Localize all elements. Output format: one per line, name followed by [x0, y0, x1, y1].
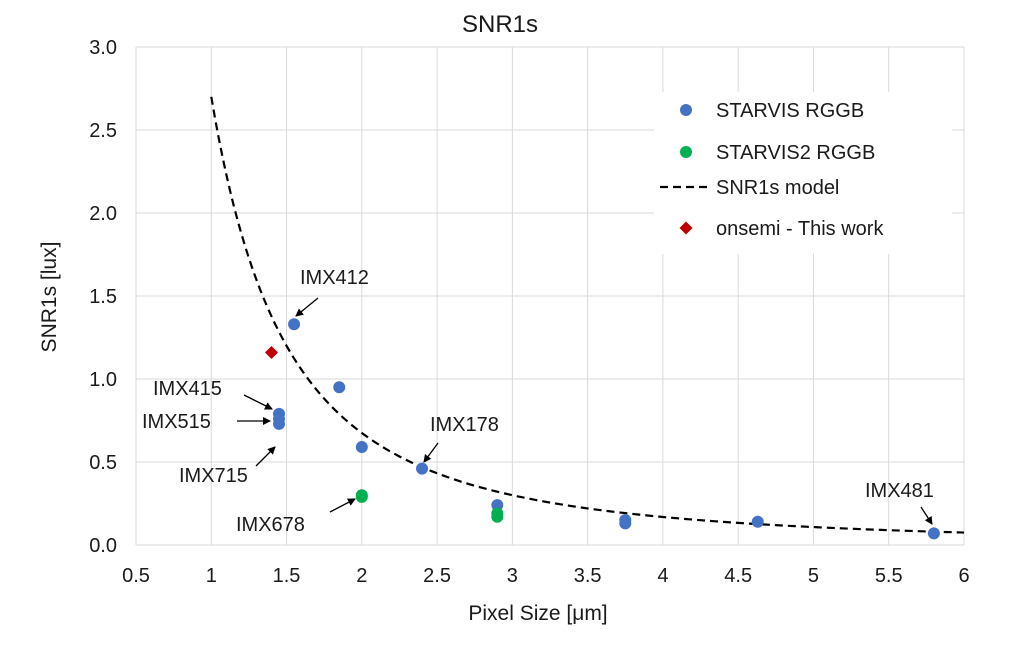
tick-labels: 0.5 1 1.5 2 2.5 3 3.5 4 4.5 5 5.5 60.00.51.01.52.02… — [89, 37, 969, 587]
annotation-label-imx515: IMX515 — [142, 411, 211, 433]
y-tick-label: 2.5 — [89, 120, 117, 142]
starvis-rggb-point — [355, 441, 368, 454]
annotation-arrow-imx481 — [920, 506, 933, 525]
legend-background — [654, 92, 952, 254]
x-tick-label: 5.5 — [875, 565, 903, 587]
legend: STARVIS RGGB STARVIS2 RGGB SNR1s model onse… — [654, 92, 952, 254]
x-tick-label: 1 — [206, 565, 217, 587]
legend-label-starvis2-rggb: STARVIS2 RGGB — [716, 142, 875, 164]
annotation-label-imx715: IMX715 — [179, 465, 248, 487]
annotation-arrow-imx178 — [423, 442, 439, 463]
x-tick-label: 1.5 — [273, 565, 301, 587]
x-tick-label: 0.5 — [122, 565, 150, 587]
annotation-label-imx178: IMX178 — [430, 414, 499, 436]
annotation-label-imx415: IMX415 — [153, 378, 222, 400]
x-tick-label: 2 — [356, 565, 367, 587]
legend-label-onsemi-this-work: onsemi - This work — [716, 218, 884, 240]
starvis2-rggb-point — [355, 490, 368, 503]
model-curve — [210, 96, 965, 534]
x-tick-label: 5 — [808, 565, 819, 587]
starvis2-rggb-point — [491, 510, 504, 523]
x-tick-label: 4 — [657, 565, 668, 587]
x-axis-title: Pixel Size [μm] — [468, 602, 607, 625]
annotation-arrow-imx678 — [329, 498, 356, 513]
y-tick-label: 0.5 — [89, 452, 117, 474]
annotation-label-imx481: IMX481 — [865, 480, 934, 502]
legend-swatch-starvis-rggb — [680, 104, 692, 116]
legend-swatch-onsemi-this-work — [679, 221, 693, 235]
onsemi-this-work-point — [264, 345, 278, 359]
x-tick-label: 3.5 — [574, 565, 602, 587]
annotation-arrow-imx415 — [243, 394, 273, 410]
annotation-arrow-imx412 — [295, 297, 319, 317]
starvis-rggb-point — [288, 318, 301, 331]
legend-swatch-starvis2-rggb — [680, 146, 692, 158]
annotation-arrow-imx715 — [255, 446, 276, 467]
starvis-rggb-point — [333, 381, 346, 394]
x-tick-label: 4.5 — [724, 565, 752, 587]
y-tick-label: 1.0 — [89, 369, 117, 391]
points-layer — [264, 318, 940, 540]
x-tick-label: 2.5 — [423, 565, 451, 587]
chart-title: SNR1s — [462, 11, 538, 38]
y-axis-title: SNR1s [lux] — [38, 242, 61, 353]
model-layer — [210, 96, 965, 534]
starvis-rggb-point — [416, 462, 429, 475]
annotation-label-imx678: IMX678 — [236, 514, 305, 536]
starvis-rggb-point — [751, 515, 764, 528]
legend-label-starvis-rggb: STARVIS RGGB — [716, 100, 864, 122]
starvis-rggb-point — [273, 417, 286, 430]
y-tick-label: 3.0 — [89, 37, 117, 59]
y-tick-label: 1.5 — [89, 286, 117, 308]
starvis-rggb-point — [619, 517, 632, 530]
starvis-rggb-point — [491, 499, 504, 512]
annotation-label-imx412: IMX412 — [300, 267, 369, 289]
legend-label-snr1s-model: SNR1s model — [716, 177, 839, 199]
annotations-layer: IMX412 IMX415 IMX515 IMX715 IMX178 IMX678 IMX4… — [142, 267, 934, 536]
y-tick-label: 0.0 — [89, 535, 117, 557]
y-tick-label: 2.0 — [89, 203, 117, 225]
starvis-rggb-point — [927, 527, 940, 540]
x-tick-label: 6 — [958, 565, 969, 587]
x-tick-label: 3 — [507, 565, 518, 587]
